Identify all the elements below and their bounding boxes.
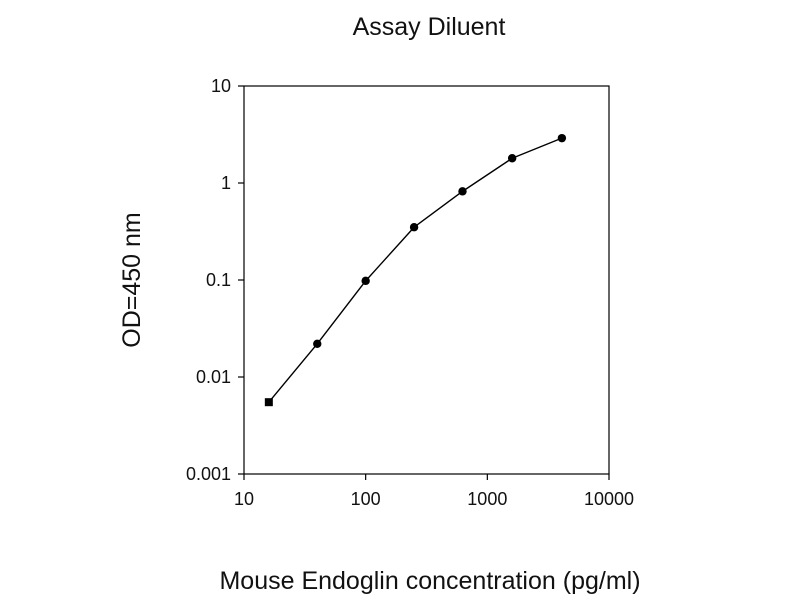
plot-area: 10 100 1000 10000 0.001 0.01 0.1 1 10 (186, 76, 634, 509)
y-axis-ticks: 0.001 0.01 0.1 1 10 (186, 76, 244, 484)
chart-title: Assay Diluent (353, 13, 506, 41)
x-tick-label: 10 (234, 489, 254, 509)
data-point (507, 154, 517, 163)
data-point (557, 133, 567, 143)
x-tick-label: 10000 (584, 489, 634, 509)
y-tick-label: 10 (211, 76, 231, 96)
series-layer (264, 133, 567, 407)
y-axis-title: OD=450 nm (118, 212, 146, 348)
data-point (458, 187, 467, 196)
data-point (313, 339, 322, 348)
y-tick-label: 0.001 (186, 464, 231, 484)
plot-frame (243, 85, 610, 475)
x-axis-title: Mouse Endoglin concentration (pg/ml) (219, 567, 640, 595)
y-tick-label: 1 (221, 173, 231, 193)
data-point (264, 398, 273, 407)
y-tick-label: 0.1 (206, 270, 231, 290)
x-tick-label: 1000 (467, 489, 507, 509)
series-line (268, 137, 563, 403)
y-tick-label: 0.01 (196, 367, 231, 387)
data-point (361, 276, 370, 286)
data-point (409, 223, 419, 232)
x-axis-ticks: 10 100 1000 10000 (234, 474, 634, 509)
x-tick-label: 100 (351, 489, 381, 509)
